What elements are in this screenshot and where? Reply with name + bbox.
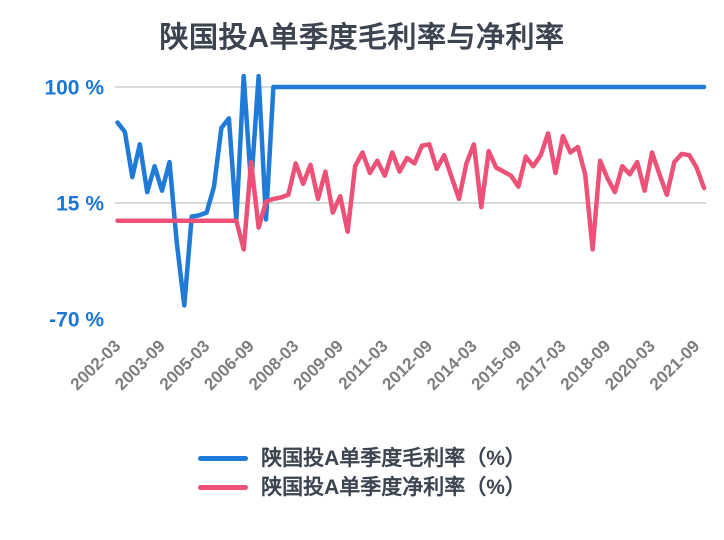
y-tick-label: -70 % (49, 309, 104, 332)
y-tick-label: 15 % (56, 193, 104, 216)
legend-label-gross-margin: 陕国投A单季度毛利率（%） (261, 447, 526, 470)
legend-label-net-margin: 陕国投A单季度净利率（%） (261, 476, 526, 499)
y-tick-label: 100 % (44, 77, 104, 100)
series-line-gross-margin (115, 74, 707, 308)
x-tick-label: 2009-09 (289, 336, 347, 394)
series-line-net-margin (115, 131, 707, 252)
legend-swatch-gross-margin (198, 456, 249, 461)
legend: 陕国投A单季度毛利率（%） 陕国投A单季度净利率（%） (0, 445, 724, 501)
legend-item-gross-margin[interactable]: 陕国投A单季度毛利率（%） (198, 445, 526, 472)
x-tick-label: 2021-09 (646, 336, 704, 394)
plot-area: 100 %15 %-70 %2002-032003-092005-032006-… (44, 74, 707, 394)
legend-swatch-net-margin (198, 485, 249, 490)
legend-item-net-margin[interactable]: 陕国投A单季度净利率（%） (198, 474, 526, 501)
chart-title: 陕国投A单季度毛利率与净利率 (159, 22, 565, 54)
